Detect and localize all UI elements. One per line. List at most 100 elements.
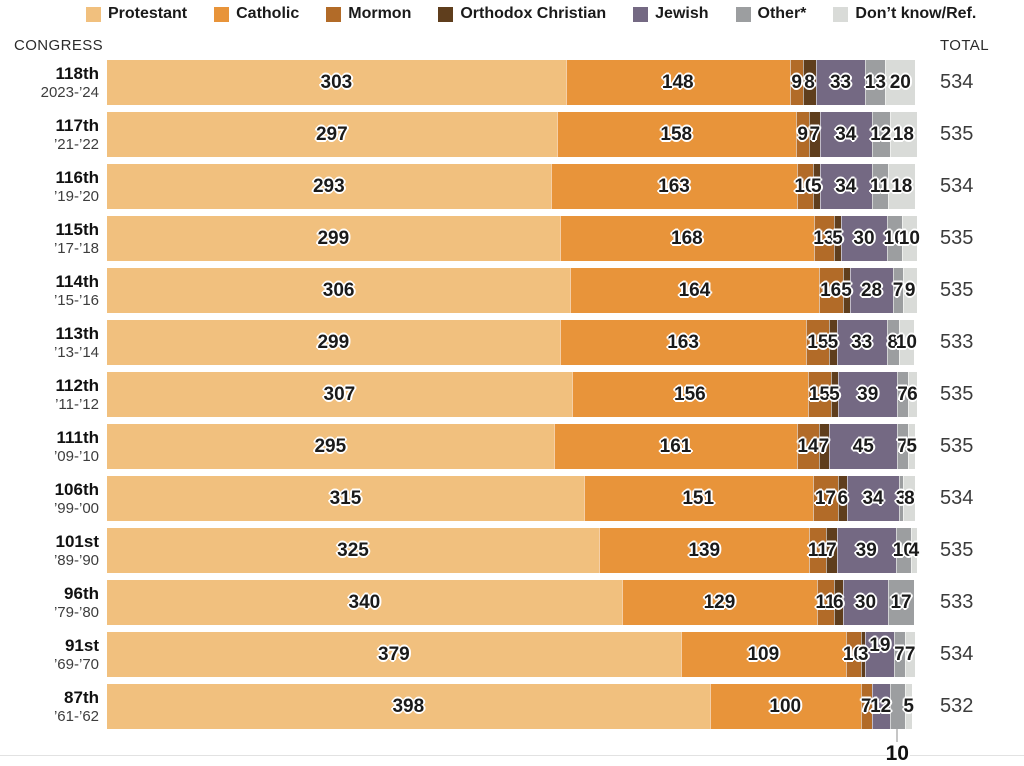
bar-segment-mormon: 17 [812, 476, 839, 521]
bar-segment-catholic: 100 [709, 684, 861, 729]
bar-segment-catholic: 163 [559, 320, 807, 365]
bar-segment-mormon: 15 [806, 320, 830, 365]
segment-value: 14 [797, 435, 819, 457]
bar-track: 315 151 17 6 34 3 8 [107, 476, 917, 521]
chart-row: 96th ’79-’80 340 129 11 6 30 17 533 [0, 580, 1024, 625]
bar-segment-jewish: 34 [820, 164, 872, 209]
segment-value: 129 [703, 591, 736, 613]
row-total: 535 [940, 227, 974, 249]
segment-value: 34 [835, 175, 857, 197]
congress-years: ’11-’12 [55, 395, 99, 413]
bar-segment-don-t-know-ref: 20 [885, 60, 916, 105]
bar-segment-don-t-know-ref: 6 [907, 372, 918, 417]
bar-segment-don-t-know-ref: 18 [889, 112, 917, 157]
row-total: 534 [940, 487, 974, 509]
legend-item: Protestant [86, 5, 187, 23]
segment-value: 5 [906, 435, 917, 457]
congress-years: ’19-’20 [53, 187, 99, 205]
segment-value: 10 [892, 539, 914, 561]
legend-label: Catholic [236, 5, 300, 22]
legend-label: Protestant [108, 5, 188, 22]
segment-value: 9 [904, 279, 916, 301]
segment-value: 8 [887, 331, 899, 353]
legend-label: Other* [757, 5, 807, 22]
congress-number: 117th [55, 115, 99, 135]
bar-segment-mormon: 11 [808, 528, 828, 573]
bar-segment-catholic: 168 [559, 216, 815, 261]
segment-value: 340 [348, 591, 381, 613]
bar-segment-don-t-know-ref: 5 [906, 424, 917, 469]
congress-number: 115th [55, 219, 99, 239]
total-column-header: TOTAL [940, 37, 989, 54]
bar-segment-other: 12 [870, 112, 892, 157]
bar-segment-catholic: 158 [556, 112, 796, 157]
congress-years: ’61-’62 [53, 707, 99, 725]
legend-item: Don’t know/Ref. [833, 5, 976, 23]
bar-segment-don-t-know-ref: 9 [903, 268, 917, 313]
bar-segment-jewish: 34 [820, 112, 872, 157]
bar-segment-jewish: 30 [842, 580, 889, 625]
segment-value: 100 [769, 695, 802, 717]
segment-value: 148 [661, 71, 694, 93]
segment-value: 12 [870, 123, 892, 145]
legend-item: Catholic [214, 5, 299, 23]
chart-row: 113th ’13-’14 299 163 15 5 33 8 10 533 [0, 320, 1024, 365]
segment-value: 6 [837, 487, 849, 509]
row-total: 535 [940, 435, 974, 457]
segment-value: 34 [862, 487, 884, 509]
bar-segment-other [889, 684, 905, 729]
segment-value: 164 [678, 279, 711, 301]
bar-segment-jewish: 33 [815, 60, 866, 105]
bar-segment-orthodox-christian: 5 [829, 372, 840, 417]
bar-segment-orthodox-christian: 5 [832, 216, 843, 261]
bar-segment-protestant: 293 [107, 164, 551, 209]
segment-value: 7 [897, 435, 908, 457]
bar-segment-mormon: 14 [797, 424, 819, 469]
segment-value: 10 [895, 331, 917, 353]
segment-value: 5 [841, 279, 852, 301]
segment-value: 7 [897, 383, 908, 405]
congress-label: 113th ’13-’14 [0, 324, 107, 362]
segment-value: 6 [832, 591, 844, 613]
bar-segment-orthodox-christian: 5 [811, 164, 822, 209]
segment-value: 39 [855, 539, 877, 561]
callout-leader-line [896, 729, 899, 742]
segment-value: 295 [314, 435, 347, 457]
congress-number: 91st [64, 635, 99, 655]
segment-value: 5 [811, 175, 822, 197]
bar-track: 299 163 15 5 33 8 10 [107, 320, 917, 365]
bar-segment-other: 13 [865, 60, 886, 105]
segment-value: 8 [804, 71, 815, 93]
legend-swatch-icon [214, 6, 230, 22]
bar-segment-mormon: 15 [807, 372, 831, 417]
chart-row: 111th ’09-’10 295 161 14 7 45 7 5 535 [0, 424, 1024, 469]
congress-number: 101st [55, 531, 99, 551]
bar-segment-catholic: 151 [583, 476, 813, 521]
bar-segment-jewish: 39 [836, 528, 896, 573]
bar-segment-orthodox-christian: 6 [832, 580, 844, 625]
bar-segment-orthodox-christian: 7 [826, 528, 837, 573]
segment-value: 299 [317, 331, 350, 353]
chart-row: 117th ’21-’22 297 158 9 7 34 12 18 535 [0, 112, 1024, 157]
bottom-baseline [0, 755, 1024, 756]
segment-value: 161 [659, 435, 692, 457]
bar-segment-jewish: 34 [847, 476, 899, 521]
segment-value: 16 [820, 279, 842, 301]
congress-label: 118th 2023-’24 [0, 64, 107, 102]
chart-row: 112th ’11-’12 307 156 15 5 39 7 6 535 [0, 372, 1024, 417]
bar-track: 299 168 13 5 30 10 10 [107, 216, 920, 261]
bar-segment-don-t-know-ref: 7 [904, 632, 916, 677]
congress-number: 112th [55, 375, 99, 395]
segment-value: 8 [904, 487, 915, 509]
legend-swatch-icon [86, 6, 101, 22]
segment-value: 297 [315, 123, 348, 145]
row-total: 533 [940, 331, 974, 353]
row-total: 535 [940, 539, 974, 561]
congress-years: ’89-’90 [53, 551, 99, 569]
segment-value: 10 [898, 227, 920, 249]
segment-value: 5 [832, 227, 843, 249]
chart-row: 91st ’69-’70 379 109 10 3 19 7 7 534 [0, 632, 1024, 677]
congress-years: ’99-’00 [53, 499, 99, 517]
congress-label: 101st ’89-’90 [0, 532, 107, 570]
bar-segment-other: 7 [894, 632, 905, 677]
